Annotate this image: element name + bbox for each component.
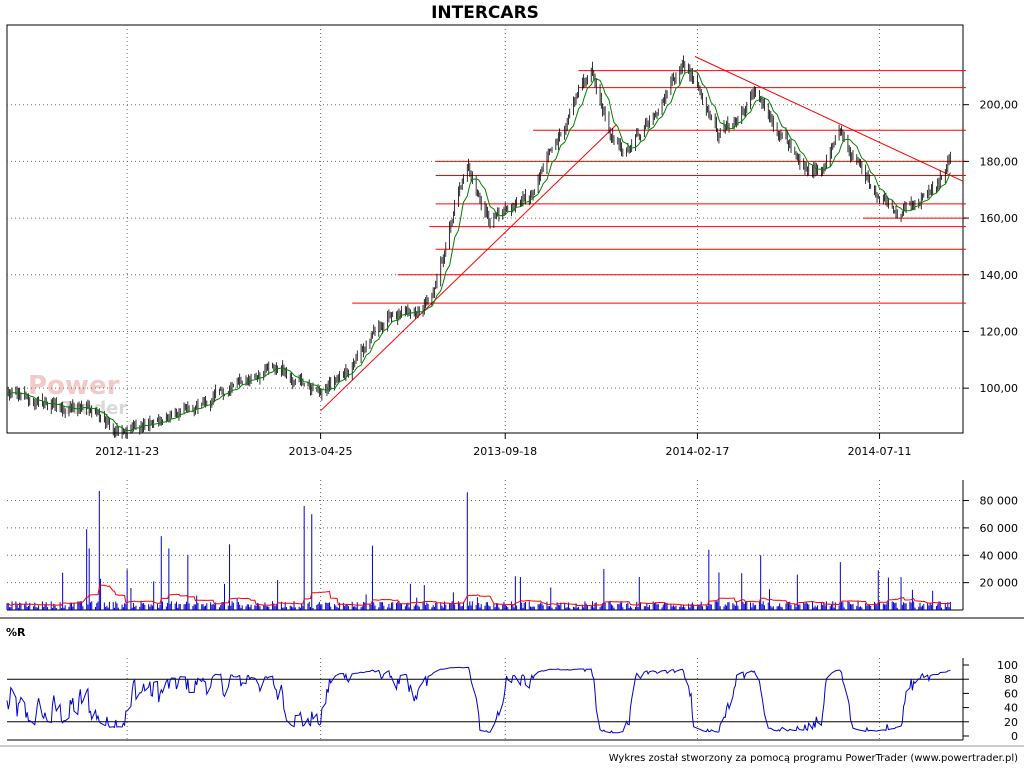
x-tick-label: 2012-11-23 (95, 445, 159, 458)
price-panel-frame (6, 24, 964, 434)
volume-tick-label: 20 000 (980, 577, 1019, 590)
volume-bars (6, 490, 951, 610)
indicator-tick-label: 20 (1004, 716, 1018, 729)
chart-title: INTERCARS (431, 3, 539, 23)
williams-r-line (6, 666, 951, 734)
price-tick-label: 140,00 (980, 269, 1019, 282)
indicator-tick-label: 80 (1004, 673, 1018, 686)
volume-moving-average-line (6, 584, 951, 607)
price-grid (7, 25, 963, 433)
indicator-tick-label: 0 (1011, 730, 1018, 743)
price-moving-average-line (6, 70, 951, 432)
x-tick-label: 2014-07-11 (848, 445, 912, 458)
trend-line (694, 56, 964, 182)
volume-moving-average (6, 584, 951, 607)
indicator-tick-label: 100 (997, 659, 1018, 672)
price-tick-label: 100,00 (980, 382, 1019, 395)
indicator-label: %R (6, 626, 26, 639)
support-resistance-levels (352, 70, 966, 304)
watermark-logo-power: Power (28, 371, 120, 401)
price-candles (6, 55, 951, 439)
price-tick-label: 120,00 (980, 325, 1019, 338)
x-tick-label: 2014-02-17 (665, 445, 729, 458)
price-y-ticks: 100,00 120,00 140,00 160,00 180,00 200,00 (963, 99, 1018, 395)
trend-line (320, 124, 617, 412)
indicator-grid (7, 658, 963, 740)
williams-r-path (6, 666, 951, 734)
footer-credit: Wykres został stworzony za pomocą progra… (609, 753, 1018, 764)
volume-y-ticks: 20 000 40 000 60 000 80 000 (963, 495, 1018, 590)
indicator-tick-label: 40 (1004, 702, 1018, 715)
price-tick-label: 200,00 (980, 99, 1019, 112)
x-tick-label: 2013-09-18 (473, 445, 537, 458)
price-moving-average (6, 70, 951, 432)
volume-tick-label: 40 000 (980, 549, 1019, 562)
x-ticks: 2012-11-23 2013-04-25 2013-09-18 2014-02-17… (95, 433, 912, 458)
volume-tick-label: 80 000 (980, 495, 1019, 508)
trend-lines (320, 56, 964, 412)
price-tick-label: 180,00 (980, 155, 1019, 168)
price-tick-label: 160,00 (980, 212, 1019, 225)
x-tick-label: 2013-04-25 (289, 445, 353, 458)
volume-grid (7, 480, 963, 610)
volume-tick-label: 60 000 (980, 522, 1019, 535)
indicator-tick-label: 60 (1004, 687, 1018, 700)
